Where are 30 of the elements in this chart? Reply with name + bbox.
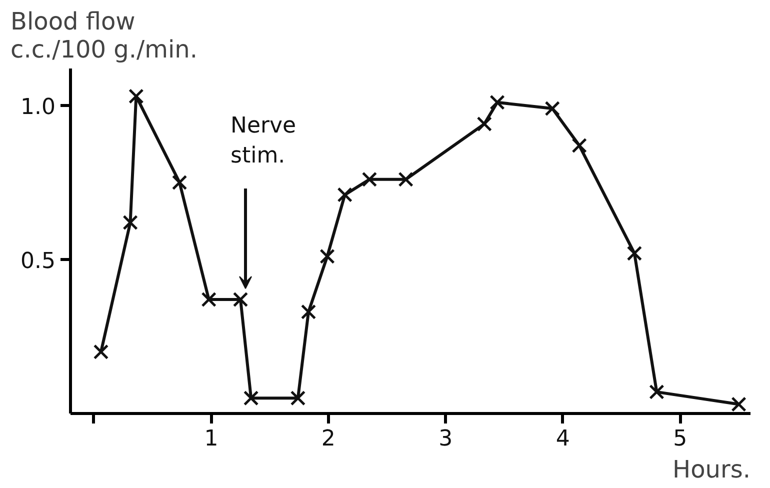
point	[572, 138, 587, 154]
x-tick-label: 3	[438, 426, 453, 452]
annotation: Nerve stim.	[230, 114, 296, 168]
y-axis-title: Blood flow c.c./100 g./min.	[10, 8, 198, 64]
point	[476, 116, 492, 132]
point	[128, 88, 144, 104]
point	[232, 292, 248, 308]
point	[201, 292, 216, 308]
point	[122, 214, 138, 230]
point	[290, 390, 306, 406]
x-tick-label: 5	[673, 426, 688, 452]
point	[337, 187, 352, 202]
x-tick-label: 1	[204, 426, 218, 452]
x-axis-title: Hours.	[672, 456, 751, 484]
point	[398, 172, 414, 188]
point	[731, 396, 746, 412]
y-tick-label: 0.5	[20, 248, 56, 274]
point	[362, 172, 378, 188]
point	[490, 94, 505, 110]
x-tick-label: 4	[556, 426, 570, 452]
point	[172, 174, 188, 190]
point	[320, 248, 335, 264]
x-tick-label: 2	[321, 426, 336, 452]
point	[649, 384, 664, 400]
point	[626, 246, 642, 261]
point	[93, 344, 109, 360]
point	[300, 304, 316, 320]
y-tick-label: 1.0	[20, 94, 56, 120]
point	[544, 100, 560, 116]
point	[243, 390, 259, 406]
